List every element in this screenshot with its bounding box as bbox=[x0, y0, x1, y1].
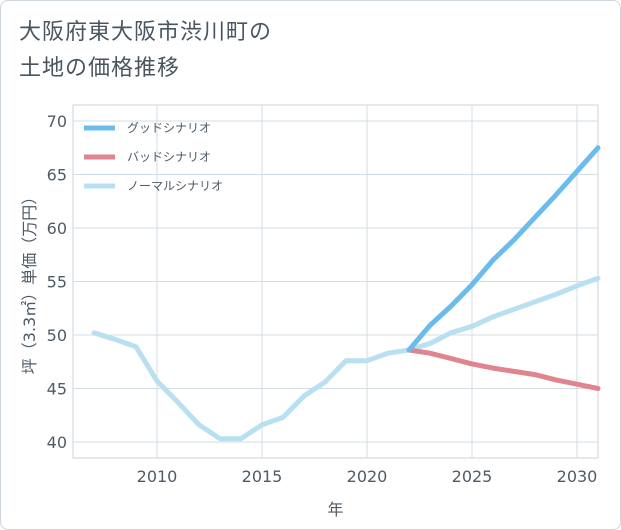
x-tick-label: 2010 bbox=[137, 467, 178, 486]
x-axis-label: 年 bbox=[327, 500, 343, 519]
chart-title: 大阪府東大阪市渋川町の 土地の価格推移 bbox=[19, 15, 272, 87]
y-tick-label: 45 bbox=[47, 379, 67, 398]
y-tick-label: 70 bbox=[47, 112, 67, 131]
series-line-0 bbox=[406, 145, 601, 353]
legend-label-1: バッドシナリオ bbox=[127, 150, 211, 164]
axis-ticks: 2010 2015 2020 2025 2030 40 45 50 55 60 65 70 bbox=[47, 112, 598, 486]
y-axis-label: 坪（3.3㎡）単価（万円） bbox=[20, 189, 39, 374]
x-tick-label: 2020 bbox=[347, 467, 388, 486]
x-tick-label: 2025 bbox=[452, 467, 493, 486]
x-tick-label: 2030 bbox=[557, 467, 598, 486]
series-line-2 bbox=[91, 275, 601, 442]
legend-label-0: グッドシナリオ bbox=[127, 121, 211, 135]
series-line-1 bbox=[406, 347, 601, 391]
y-tick-label: 65 bbox=[47, 166, 67, 185]
legend-label-2: ノーマルシナリオ bbox=[127, 179, 223, 193]
y-tick-label: 60 bbox=[47, 219, 67, 238]
y-tick-label: 55 bbox=[47, 273, 67, 292]
y-tick-label: 50 bbox=[47, 326, 67, 345]
series-lines bbox=[91, 145, 601, 442]
chart-title-line-2: 土地の価格推移 bbox=[19, 56, 181, 81]
x-tick-label: 2015 bbox=[242, 467, 283, 486]
y-tick-label: 40 bbox=[47, 433, 67, 452]
chart-title-line-1: 大阪府東大阪市渋川町の bbox=[19, 20, 273, 45]
